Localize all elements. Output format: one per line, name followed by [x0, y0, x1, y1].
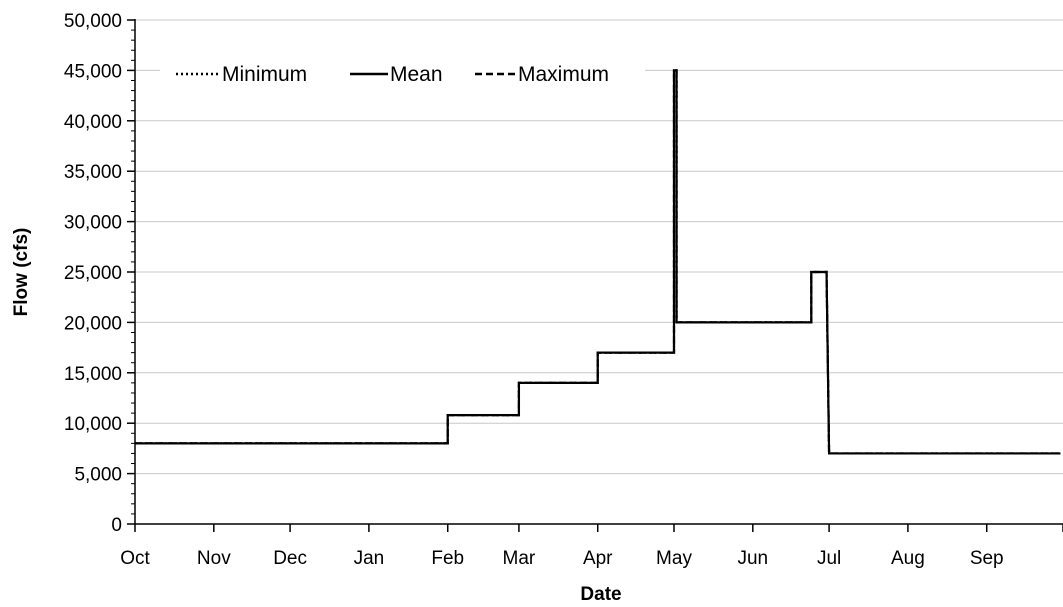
x-tick-label: Oct: [120, 548, 150, 569]
x-tick-label: May: [656, 548, 692, 569]
y-tick-label: 40,000: [64, 112, 122, 133]
y-tick-label: 25,000: [64, 263, 122, 284]
x-axis-title: Date: [580, 584, 621, 605]
y-tick-label: 30,000: [64, 213, 122, 234]
y-tick-label: 10,000: [64, 414, 122, 435]
legend-label-maximum: Maximum: [518, 63, 609, 86]
y-tick-label: 20,000: [64, 313, 122, 334]
series-line-mean: [135, 69, 1061, 455]
y-tick-label: 45,000: [64, 61, 122, 82]
y-tick-label: 15,000: [64, 364, 122, 385]
x-tick-label: Sep: [970, 548, 1004, 569]
y-axis-title: Flow (cfs): [11, 228, 32, 317]
x-tick-label: Mar: [503, 548, 536, 569]
legend-label-minimum: Minimum: [222, 63, 307, 86]
x-tick-label: Apr: [583, 548, 613, 569]
legend-background: [160, 55, 645, 93]
x-tick-label: Dec: [273, 548, 307, 569]
axes: [127, 19, 1063, 532]
x-tick-label: Nov: [197, 548, 231, 569]
y-tick-label: 5,000: [74, 465, 122, 486]
y-tick-label: 0: [111, 515, 122, 536]
x-tick-label: Aug: [891, 548, 925, 569]
series-line-maximum: [135, 69, 1061, 455]
x-tick-label: Jan: [354, 548, 385, 569]
y-tick-labels: 0 5,000 10,000 15,000 20,000 25,000 30,000 35,0…: [64, 11, 122, 536]
y-tick-label: 35,000: [64, 162, 122, 183]
series-lines: [135, 69, 1061, 455]
legend: Minimum Mean Maximum: [160, 55, 645, 93]
series-line-minimum: [135, 69, 1061, 455]
x-tick-labels: Oct Nov Dec Jan Feb Mar Apr May Jun Jul Aug Sep: [120, 548, 1003, 569]
x-tick-label: Jul: [817, 548, 841, 569]
y-tick-label: 50,000: [64, 11, 122, 32]
x-tick-label: Feb: [431, 548, 464, 569]
legend-label-mean: Mean: [390, 63, 443, 86]
x-tick-label: Jun: [737, 548, 768, 569]
